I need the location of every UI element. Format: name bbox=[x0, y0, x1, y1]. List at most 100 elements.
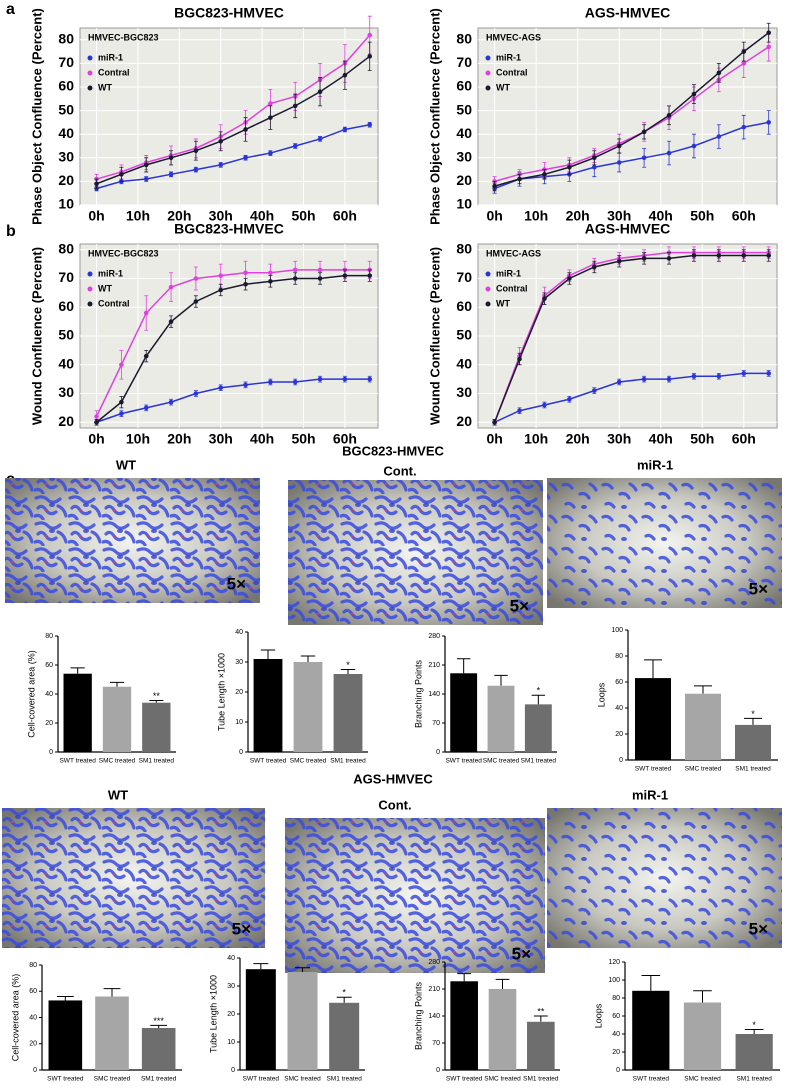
data-point bbox=[119, 362, 124, 368]
data-point bbox=[168, 319, 174, 324]
data-point bbox=[342, 72, 348, 78]
y-tick-label: 60 bbox=[456, 78, 472, 94]
y-tick-label: 50 bbox=[58, 101, 74, 117]
bar bbox=[142, 702, 171, 752]
y-tick-label: 70 bbox=[58, 269, 74, 285]
x-tick-label: SWT treated bbox=[635, 766, 672, 773]
data-point bbox=[591, 155, 597, 161]
magnification: 5× bbox=[510, 596, 529, 615]
y-axis-label: Cell-covered area (%) bbox=[26, 650, 36, 738]
legend-label: WT bbox=[98, 283, 112, 293]
x-tick-label: SMC treated bbox=[99, 758, 136, 765]
section-title: BGC823-HMVEC bbox=[342, 443, 444, 458]
x-tick-label: SMC treated bbox=[684, 1076, 721, 1083]
y-tick-label: 0 bbox=[49, 749, 53, 756]
y-tick-label: 70 bbox=[432, 720, 440, 727]
series-line bbox=[95, 269, 370, 417]
legend-marker bbox=[87, 85, 93, 91]
data-point bbox=[243, 382, 248, 388]
bar bbox=[683, 1002, 722, 1070]
legend-marker bbox=[485, 55, 491, 61]
y-tick-label: 70 bbox=[456, 54, 472, 70]
data-point bbox=[143, 176, 149, 182]
data-point bbox=[492, 419, 497, 425]
legend-label: miR-1 bbox=[496, 268, 521, 278]
y-tick-label: 40 bbox=[235, 629, 243, 636]
y-axis-label: Wound Confluence (Percent) bbox=[427, 247, 442, 425]
legend-label: WT bbox=[98, 82, 112, 92]
data-point bbox=[641, 376, 647, 382]
x-tick-label: 50h bbox=[690, 208, 714, 224]
y-tick-label: 60 bbox=[58, 78, 74, 94]
data-point bbox=[666, 150, 672, 156]
y-tick-label: 80 bbox=[612, 995, 620, 1002]
image-label: Cont. bbox=[378, 797, 411, 812]
error-bar bbox=[103, 988, 121, 997]
series-line bbox=[493, 254, 769, 423]
x-tick-label: 50h bbox=[690, 431, 714, 447]
series-line bbox=[96, 124, 370, 190]
y-tick-label: 30 bbox=[456, 384, 472, 400]
data-point bbox=[542, 172, 547, 177]
x-tick-label: SM1 treated bbox=[523, 1076, 559, 1083]
significance: * bbox=[346, 660, 350, 670]
error-bar bbox=[495, 978, 510, 989]
y-tick-label: 60 bbox=[29, 988, 37, 995]
data-point bbox=[193, 148, 199, 154]
y-tick-label: 40 bbox=[456, 125, 472, 141]
y-tick-label: 40 bbox=[45, 691, 53, 698]
legend-marker bbox=[485, 85, 491, 91]
data-point bbox=[119, 399, 124, 405]
x-tick-label: 40h bbox=[649, 431, 673, 447]
x-tick-label: 60h bbox=[732, 208, 756, 224]
y-tick-label: 30 bbox=[58, 384, 74, 400]
x-tick-label: 10h bbox=[126, 431, 150, 447]
data-point bbox=[542, 402, 547, 408]
bar bbox=[450, 673, 478, 752]
image-label: miR-1 bbox=[637, 457, 673, 472]
y-tick-label: 20 bbox=[29, 1041, 37, 1048]
data-point bbox=[193, 391, 199, 396]
y-tick-label: 0 bbox=[616, 1067, 620, 1074]
data-point bbox=[218, 138, 224, 144]
legend-marker bbox=[87, 70, 93, 76]
error-bar bbox=[693, 990, 712, 1003]
bar bbox=[333, 674, 363, 752]
data-point bbox=[766, 120, 771, 125]
y-tick-label: 80 bbox=[29, 962, 37, 969]
magnification: 5× bbox=[512, 944, 531, 963]
data-point bbox=[641, 155, 647, 161]
legend-title: HMVEC-AGS bbox=[486, 32, 541, 42]
y-tick-label: 10 bbox=[227, 1039, 235, 1046]
series-line bbox=[494, 372, 769, 423]
y-tick-label: 20 bbox=[227, 1011, 235, 1018]
error-bar bbox=[533, 1015, 548, 1022]
plot-area bbox=[477, 27, 778, 206]
bar bbox=[48, 1000, 83, 1070]
bar bbox=[102, 686, 132, 752]
data-point bbox=[567, 276, 572, 281]
data-point bbox=[193, 299, 199, 304]
significance: * bbox=[752, 1020, 756, 1030]
x-tick-label: SMC treated bbox=[290, 758, 327, 765]
data-point bbox=[367, 376, 373, 382]
data-point bbox=[567, 396, 572, 402]
legend-marker bbox=[485, 271, 491, 277]
data-point bbox=[517, 356, 522, 362]
y-tick-label: 70 bbox=[58, 54, 74, 70]
data-point bbox=[741, 49, 747, 54]
data-point bbox=[766, 253, 771, 258]
legend-label: Contral bbox=[98, 67, 130, 77]
y-tick-label: 40 bbox=[612, 1031, 620, 1038]
y-tick-label: 20 bbox=[456, 413, 472, 429]
data-point bbox=[591, 388, 597, 393]
error-bar bbox=[694, 685, 712, 694]
y-tick-label: 40 bbox=[58, 125, 74, 141]
y-tick-label: 80 bbox=[456, 240, 472, 256]
error-bar bbox=[300, 655, 316, 662]
data-point bbox=[243, 155, 248, 161]
error-bar bbox=[56, 996, 74, 1001]
x-tick-label: SM1 treated bbox=[330, 758, 366, 765]
data-point bbox=[268, 379, 273, 385]
